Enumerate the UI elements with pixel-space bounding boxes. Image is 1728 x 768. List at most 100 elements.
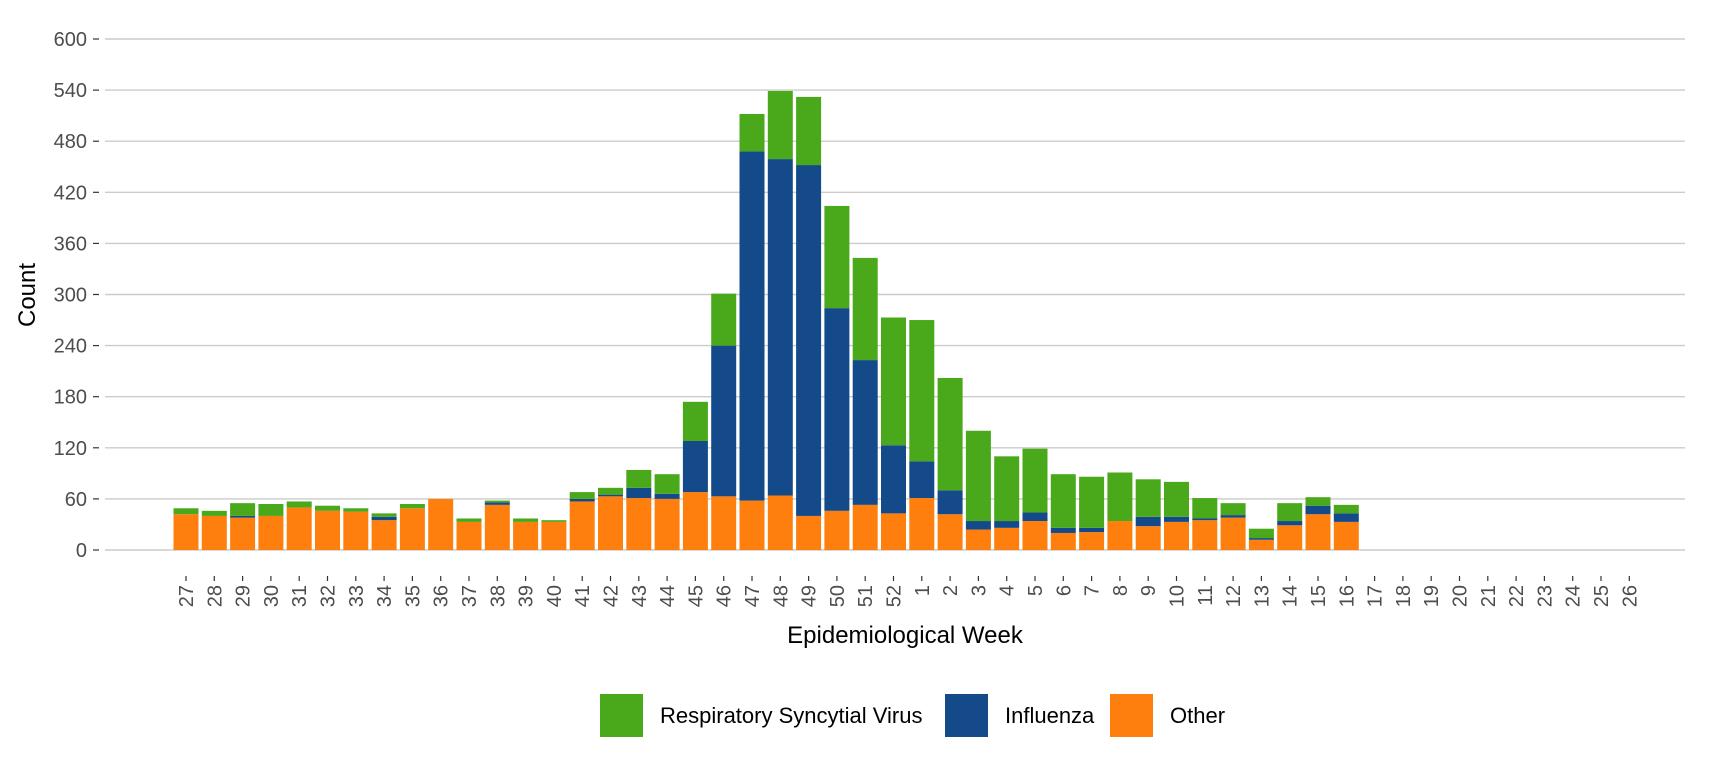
bar-other-week-14: [1277, 525, 1303, 550]
bar-respiratory-syncytial-virus-week-39: [513, 518, 539, 522]
bar-influenza-week-29: [230, 515, 256, 518]
bar-respiratory-syncytial-virus-week-50: [824, 205, 850, 309]
x-tick-label: 18: [1393, 585, 1415, 607]
x-tick-label: 39: [516, 585, 538, 607]
bar-influenza-week-9: [1135, 516, 1161, 527]
bar-influenza-week-41: [569, 498, 595, 502]
bar-respiratory-syncytial-virus-week-30: [258, 504, 284, 516]
x-tick-label: 3: [968, 585, 990, 596]
bar-influenza-week-12: [1220, 515, 1246, 518]
bar-other-week-27: [173, 514, 199, 550]
y-tick-label: 0: [76, 540, 87, 562]
bar-influenza-week-10: [1164, 516, 1189, 522]
bar-respiratory-syncytial-virus-week-37: [456, 518, 482, 522]
y-tick-label: 420: [54, 182, 87, 204]
bar-influenza-week-2: [937, 490, 963, 515]
bar-influenza-week-48: [767, 159, 793, 496]
bar-respiratory-syncytial-virus-week-38: [484, 500, 510, 503]
x-axis-title: Epidemiological Week: [787, 622, 1024, 649]
x-tick-label: 33: [346, 585, 368, 607]
bar-other-week-8: [1107, 521, 1133, 550]
x-axis: 27 28 29 30 31 32 33 34 35 36 37 38 39 40 41 42 43 44 45 46…: [176, 576, 1641, 607]
bar-other-week-4: [994, 527, 1020, 550]
bar-other-week-11: [1192, 520, 1218, 550]
bar-influenza-week-16: [1333, 513, 1359, 522]
bar-respiratory-syncytial-virus-week-31: [286, 501, 312, 508]
x-tick-label: 17: [1365, 585, 1387, 607]
legend-swatch-influenza: [945, 694, 988, 737]
bar-influenza-week-47: [739, 151, 765, 501]
x-tick-label: 36: [431, 585, 453, 607]
x-tick-label: 44: [657, 585, 679, 607]
bar-respiratory-syncytial-virus-week-14: [1277, 503, 1303, 522]
bar-respiratory-syncytial-virus-week-13: [1248, 528, 1274, 539]
bar-other-week-7: [1079, 532, 1105, 550]
x-tick-label: 13: [1251, 585, 1273, 607]
bar-influenza-week-6: [1050, 527, 1076, 533]
bar-other-week-43: [626, 498, 652, 550]
x-tick-label: 52: [884, 585, 906, 607]
bar-respiratory-syncytial-virus-week-8: [1107, 472, 1133, 522]
bar-other-week-48: [767, 495, 793, 550]
x-tick-label: 28: [204, 585, 226, 607]
bar-respiratory-syncytial-virus-week-34: [371, 513, 397, 517]
x-tick-label: 24: [1563, 585, 1585, 607]
bar-influenza-week-45: [682, 440, 708, 493]
bar-respiratory-syncytial-virus-week-4: [994, 456, 1020, 522]
bar-other-week-9: [1135, 526, 1161, 550]
x-tick-label: 15: [1308, 585, 1330, 607]
bar-influenza-week-13: [1248, 538, 1274, 540]
x-tick-label: 2: [940, 585, 962, 596]
bar-respiratory-syncytial-virus-week-48: [767, 90, 793, 160]
bar-respiratory-syncytial-virus-week-43: [626, 469, 652, 488]
bar-respiratory-syncytial-virus-week-35: [399, 504, 425, 509]
bar-other-week-31: [286, 507, 312, 550]
bar-other-week-12: [1220, 517, 1246, 550]
bar-influenza-week-50: [824, 308, 850, 511]
bar-respiratory-syncytial-virus-week-10: [1164, 481, 1189, 517]
y-tick-label: 480: [54, 131, 87, 153]
bar-influenza-week-46: [711, 345, 737, 497]
bar-influenza-week-49: [796, 165, 822, 516]
bar-other-week-46: [711, 496, 737, 550]
x-tick-label: 11: [1195, 585, 1217, 606]
bar-other-week-44: [654, 498, 680, 550]
bar-respiratory-syncytial-virus-week-44: [654, 474, 680, 494]
bar-respiratory-syncytial-virus-week-2: [937, 377, 963, 491]
bar-respiratory-syncytial-virus-week-7: [1079, 476, 1105, 528]
x-tick-label: 48: [770, 585, 792, 607]
bar-other-week-37: [456, 521, 482, 550]
bar-other-week-38: [484, 504, 510, 550]
bar-respiratory-syncytial-virus-week-45: [682, 401, 708, 441]
x-tick-label: 32: [318, 585, 340, 607]
bar-other-week-6: [1050, 532, 1076, 550]
x-tick-label: 6: [1053, 585, 1075, 596]
bar-other-week-51: [852, 504, 878, 550]
x-tick-label: 19: [1421, 585, 1443, 607]
bar-respiratory-syncytial-virus-week-9: [1135, 479, 1161, 517]
bar-other-week-39: [513, 521, 539, 550]
bar-influenza-week-4: [994, 521, 1020, 528]
bar-respiratory-syncytial-virus-week-49: [796, 96, 822, 166]
bar-respiratory-syncytial-virus-week-42: [598, 487, 623, 495]
x-tick-label: 27: [176, 585, 198, 607]
bar-other-week-32: [315, 510, 340, 550]
bar-other-week-5: [1022, 521, 1048, 550]
bar-influenza-week-7: [1079, 527, 1105, 533]
bar-other-week-30: [258, 515, 284, 550]
x-tick-label: 46: [714, 585, 736, 607]
y-tick-label: 120: [54, 438, 87, 460]
x-tick-label: 34: [374, 585, 396, 607]
bar-respiratory-syncytial-virus-week-40: [541, 520, 567, 522]
bar-respiratory-syncytial-virus-week-3: [965, 430, 991, 522]
bar-influenza-week-42: [598, 494, 623, 497]
x-tick-label: 41: [572, 585, 594, 607]
bar-other-week-52: [881, 513, 906, 550]
bar-influenza-week-43: [626, 487, 652, 499]
bar-respiratory-syncytial-virus-week-27: [173, 508, 199, 515]
bar-other-week-34: [371, 520, 397, 550]
y-tick-label: 600: [54, 29, 87, 51]
bar-respiratory-syncytial-virus-week-1: [909, 320, 935, 462]
bars: [173, 90, 1359, 550]
